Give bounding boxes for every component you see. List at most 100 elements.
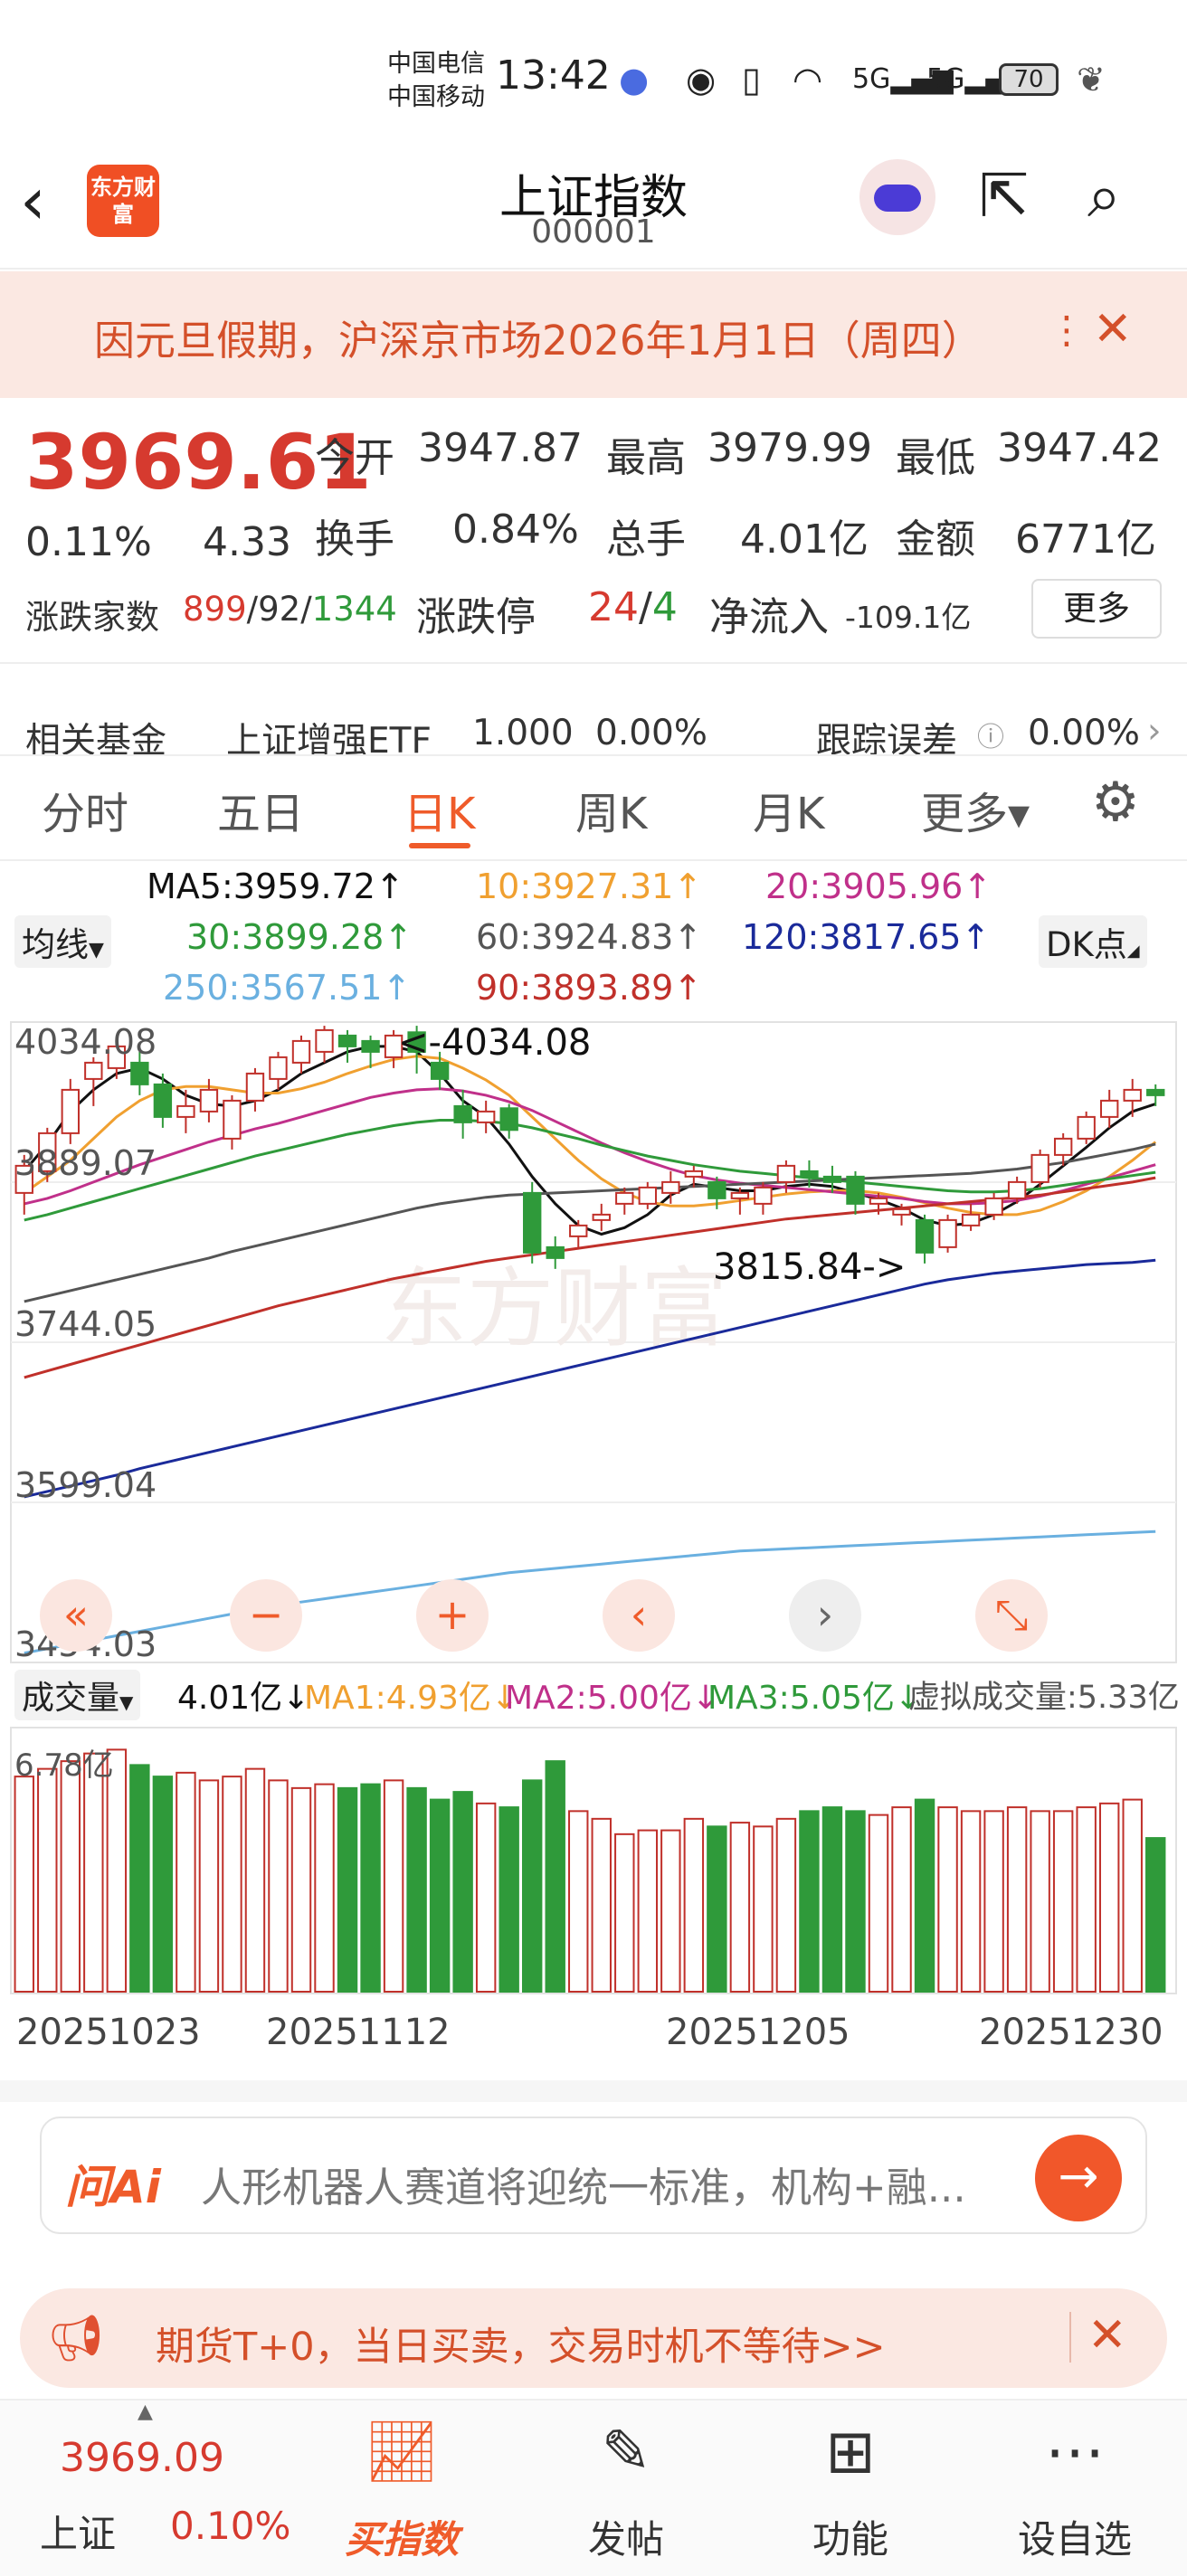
- grid-apps-icon[interactable]: ⊞: [825, 2417, 876, 2486]
- y-tick-2: 3889.07: [14, 1143, 157, 1183]
- holiday-notice[interactable]: 因元旦假期，沪深京市场2026年1月1日（周四） ⋮ ✕: [0, 271, 1187, 398]
- chevron-right-icon[interactable]: ›: [1147, 711, 1162, 752]
- ma250-legend: 250:3567.51↑: [163, 968, 412, 1008]
- candle-body: [984, 1197, 1003, 1216]
- breadth-down: 1344: [311, 590, 397, 629]
- candle-body: [1123, 1088, 1142, 1102]
- volume-bar: [660, 1829, 681, 1993]
- candle-body: [38, 1132, 57, 1172]
- rewind-button[interactable]: «: [40, 1579, 112, 1652]
- candle-body: [1100, 1099, 1119, 1118]
- fullscreen-button[interactable]: ⤡: [975, 1579, 1048, 1652]
- tab-five-day[interactable]: 五日: [217, 789, 305, 839]
- amount-value: 6771亿: [1015, 516, 1156, 563]
- candle-body: [153, 1083, 173, 1118]
- amount-label: 金额: [896, 516, 975, 563]
- candle-body: [1030, 1153, 1049, 1183]
- nav-buy-index[interactable]: 买指数: [344, 2517, 459, 2562]
- zoom-out-button[interactable]: −: [230, 1579, 302, 1652]
- volume-bar: [1076, 1806, 1097, 1993]
- vibrate-icon: ▯: [742, 60, 761, 99]
- tab-more[interactable]: 更多▾: [921, 789, 1030, 839]
- volume-bar: [891, 1806, 912, 1993]
- settings-gear-icon[interactable]: ⚙: [1091, 771, 1140, 834]
- turnover-value: 0.84%: [452, 507, 579, 553]
- candle-body: [822, 1175, 842, 1183]
- candle-body: [846, 1175, 865, 1205]
- candle-body: [776, 1164, 796, 1183]
- edit-post-icon[interactable]: ✎: [601, 2417, 651, 2486]
- volume-bar: [290, 1786, 312, 1993]
- notice-close-icon[interactable]: ✕: [1093, 302, 1133, 356]
- tab-weekly-k[interactable]: 周K: [575, 789, 648, 839]
- breadth-flat: 92: [258, 590, 301, 629]
- status-time: 13:42: [496, 52, 611, 99]
- search-icon[interactable]: ⌕: [1087, 161, 1121, 231]
- scroll-left-button[interactable]: ‹: [603, 1579, 675, 1652]
- volume-ma1: MA1:4.93亿↓: [304, 1680, 519, 1717]
- ma120-legend: 120:3817.65↑: [742, 917, 991, 957]
- candle-body: [730, 1191, 750, 1199]
- tab-intraday[interactable]: 分时: [42, 789, 129, 839]
- candle-body: [499, 1107, 518, 1132]
- volume-bar: [1030, 1810, 1050, 1993]
- change-percent: 0.11%: [25, 519, 152, 565]
- current-price: 3969.61: [25, 418, 372, 507]
- help-icon[interactable]: ⓘ: [977, 722, 1004, 753]
- candle-body: [707, 1180, 726, 1199]
- watermark: 东方财富: [380, 1258, 727, 1359]
- volume-bar: [614, 1833, 635, 1993]
- candle-body: [245, 1072, 265, 1102]
- volume-bar: [37, 1767, 58, 1994]
- ma-selector-label: 均线: [22, 925, 89, 964]
- volume-bar: [545, 1760, 565, 1994]
- volume-y-tick: 6.78亿: [14, 1747, 114, 1784]
- share-icon[interactable]: ⇱: [979, 161, 1030, 231]
- candle-body: [915, 1218, 935, 1254]
- tab-monthly-k[interactable]: 月K: [753, 789, 825, 839]
- candle-body: [223, 1099, 242, 1140]
- candlestick-chart[interactable]: 东方财富: [0, 1013, 1187, 1664]
- nav-index-name: 上证: [40, 2512, 117, 2556]
- turnover-label: 换手: [315, 516, 394, 563]
- volume-bar: [568, 1810, 589, 1993]
- volume-bar: [83, 1752, 104, 1993]
- ai-robot-avatar[interactable]: [859, 159, 935, 235]
- app-logo[interactable]: 东方财富: [87, 165, 159, 237]
- trend-chart-icon[interactable]: 📈︎: [364, 2417, 440, 2486]
- volume-bar: [845, 1810, 866, 1993]
- nav-add-watchlist[interactable]: 设自选: [1017, 2517, 1132, 2562]
- ma-line-ma60: [24, 1142, 1156, 1303]
- volume-bar: [383, 1779, 404, 1993]
- dk-point-button[interactable]: DK点◢: [1039, 915, 1147, 968]
- open-value: 3947.87: [418, 425, 583, 471]
- candle-body: [269, 1056, 288, 1080]
- nav-post[interactable]: 发帖: [587, 2517, 664, 2562]
- volume-bar: [983, 1810, 1004, 1993]
- ai-submit-arrow-icon[interactable]: →: [1035, 2135, 1122, 2221]
- more-dots-icon[interactable]: ⋯: [1045, 2417, 1105, 2486]
- more-button[interactable]: 更多: [1031, 579, 1162, 639]
- candle-body: [869, 1197, 888, 1205]
- promo-text: 期货T+0，当日买卖，交易时机不等待>>: [156, 2325, 886, 2370]
- scroll-right-button[interactable]: ›: [789, 1579, 861, 1652]
- candle-body: [638, 1186, 657, 1205]
- ai-ask-bar[interactable]: 问Ai 人形机器人赛道将迎统一标准，机构+融... →: [40, 2117, 1147, 2234]
- promo-close-icon[interactable]: ✕: [1087, 2308, 1127, 2363]
- zoom-in-button[interactable]: +: [416, 1579, 489, 1652]
- candle-body: [684, 1170, 704, 1178]
- limit-sep: /: [639, 584, 652, 630]
- tab-daily-k[interactable]: 日K: [404, 789, 476, 839]
- volume-chart[interactable]: [0, 1724, 1187, 1995]
- volume-bar: [14, 1776, 34, 1993]
- futures-promo-banner[interactable]: 📢︎ 期货T+0，当日买卖，交易时机不等待>> ✕: [20, 2288, 1167, 2388]
- back-arrow-icon[interactable]: ‹: [20, 163, 46, 239]
- volume-selector[interactable]: 成交量▼: [14, 1670, 141, 1720]
- volume-bar: [591, 1817, 612, 1993]
- volume-bar: [475, 1802, 497, 1993]
- nav-function[interactable]: 功能: [812, 2517, 888, 2562]
- netflow-label: 净流入: [709, 594, 829, 640]
- ma-selector[interactable]: 均线▼: [14, 915, 111, 968]
- x-tick-4: 20251230: [979, 2012, 1163, 2053]
- leaf-icon: ❦: [1077, 60, 1106, 99]
